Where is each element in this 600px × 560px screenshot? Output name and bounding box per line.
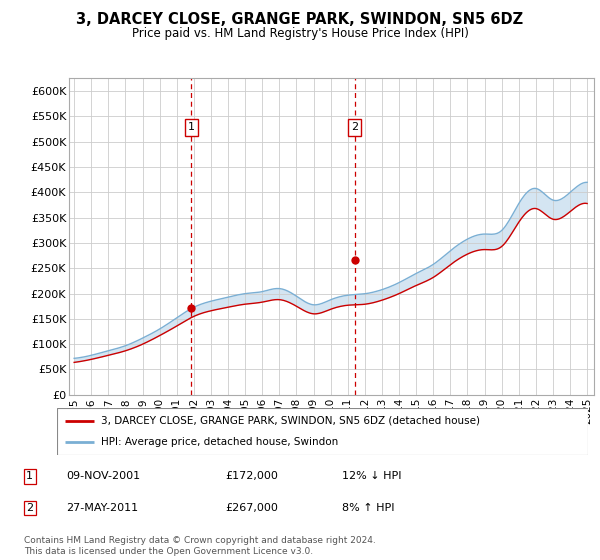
Text: 3, DARCEY CLOSE, GRANGE PARK, SWINDON, SN5 6DZ: 3, DARCEY CLOSE, GRANGE PARK, SWINDON, S… <box>76 12 524 27</box>
Text: Contains HM Land Registry data © Crown copyright and database right 2024.
This d: Contains HM Land Registry data © Crown c… <box>24 536 376 556</box>
Text: Price paid vs. HM Land Registry's House Price Index (HPI): Price paid vs. HM Land Registry's House … <box>131 27 469 40</box>
Text: 2: 2 <box>351 123 358 133</box>
Text: 3, DARCEY CLOSE, GRANGE PARK, SWINDON, SN5 6DZ (detached house): 3, DARCEY CLOSE, GRANGE PARK, SWINDON, S… <box>101 416 479 426</box>
Text: 12% ↓ HPI: 12% ↓ HPI <box>342 472 401 482</box>
Text: 1: 1 <box>26 472 33 482</box>
Text: 27-MAY-2011: 27-MAY-2011 <box>66 503 138 513</box>
Text: HPI: Average price, detached house, Swindon: HPI: Average price, detached house, Swin… <box>101 437 338 447</box>
Text: £267,000: £267,000 <box>225 503 278 513</box>
Text: 8% ↑ HPI: 8% ↑ HPI <box>342 503 395 513</box>
Text: 09-NOV-2001: 09-NOV-2001 <box>66 472 140 482</box>
Text: £172,000: £172,000 <box>225 472 278 482</box>
Text: 2: 2 <box>26 503 33 513</box>
Text: 1: 1 <box>188 123 195 133</box>
